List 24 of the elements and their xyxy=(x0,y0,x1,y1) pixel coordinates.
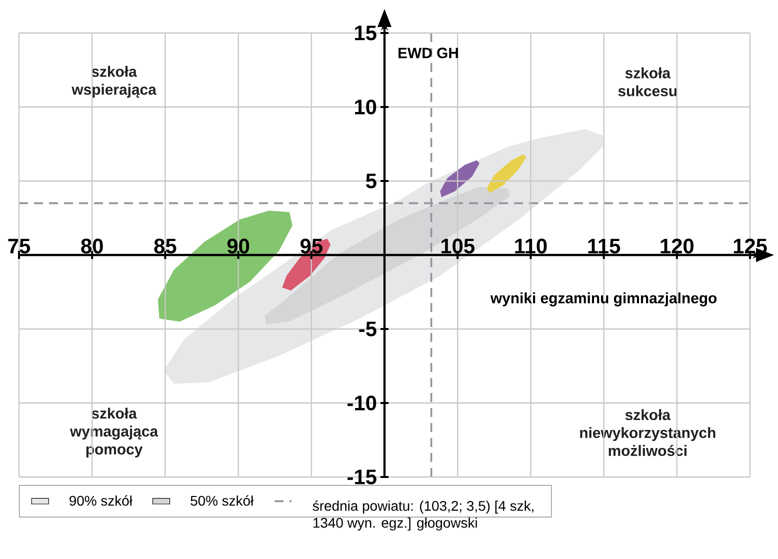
y-tick-label: 10 xyxy=(355,100,376,114)
x-tick-label: 105 xyxy=(441,238,474,254)
y-tick-label: -10 xyxy=(348,396,376,410)
annotation: szkoła niewykorzystanych możliwości xyxy=(580,409,716,456)
legend-label: 90% szkół xyxy=(70,495,132,506)
annotation: szkoła sukcesu xyxy=(618,67,677,96)
y-axis-title: EWD GH xyxy=(398,48,458,58)
y-tick-label: 5 xyxy=(366,174,376,188)
annotation: szkoła wspierająca xyxy=(72,66,156,98)
legend-label: 50% szkół xyxy=(190,495,254,506)
y-tick-label: 15 xyxy=(355,26,376,40)
annotation: szkoła wymagająca pomocy xyxy=(70,408,158,458)
x-tick-label: 80 xyxy=(81,238,103,254)
x-tick-label: 115 xyxy=(588,238,620,254)
x-tick-label: 90 xyxy=(227,238,250,254)
x-tick-label: 120 xyxy=(660,238,694,254)
y-tick-label: -5 xyxy=(359,322,376,336)
x-tick-label: 85 xyxy=(154,238,176,254)
x-tick-label: 110 xyxy=(515,238,547,254)
y-tick-label: -15 xyxy=(348,470,376,484)
x-axis-title: wyniki egzaminu gimnazjalnego xyxy=(490,292,717,306)
x-tick-label: 95 xyxy=(300,238,322,254)
x-tick-label: 75 xyxy=(8,238,30,254)
ref-line-label: średnia powiatu: (103,2; 3,5) [4 szk, 1340 wyn. egz.] głogowski xyxy=(312,500,534,531)
